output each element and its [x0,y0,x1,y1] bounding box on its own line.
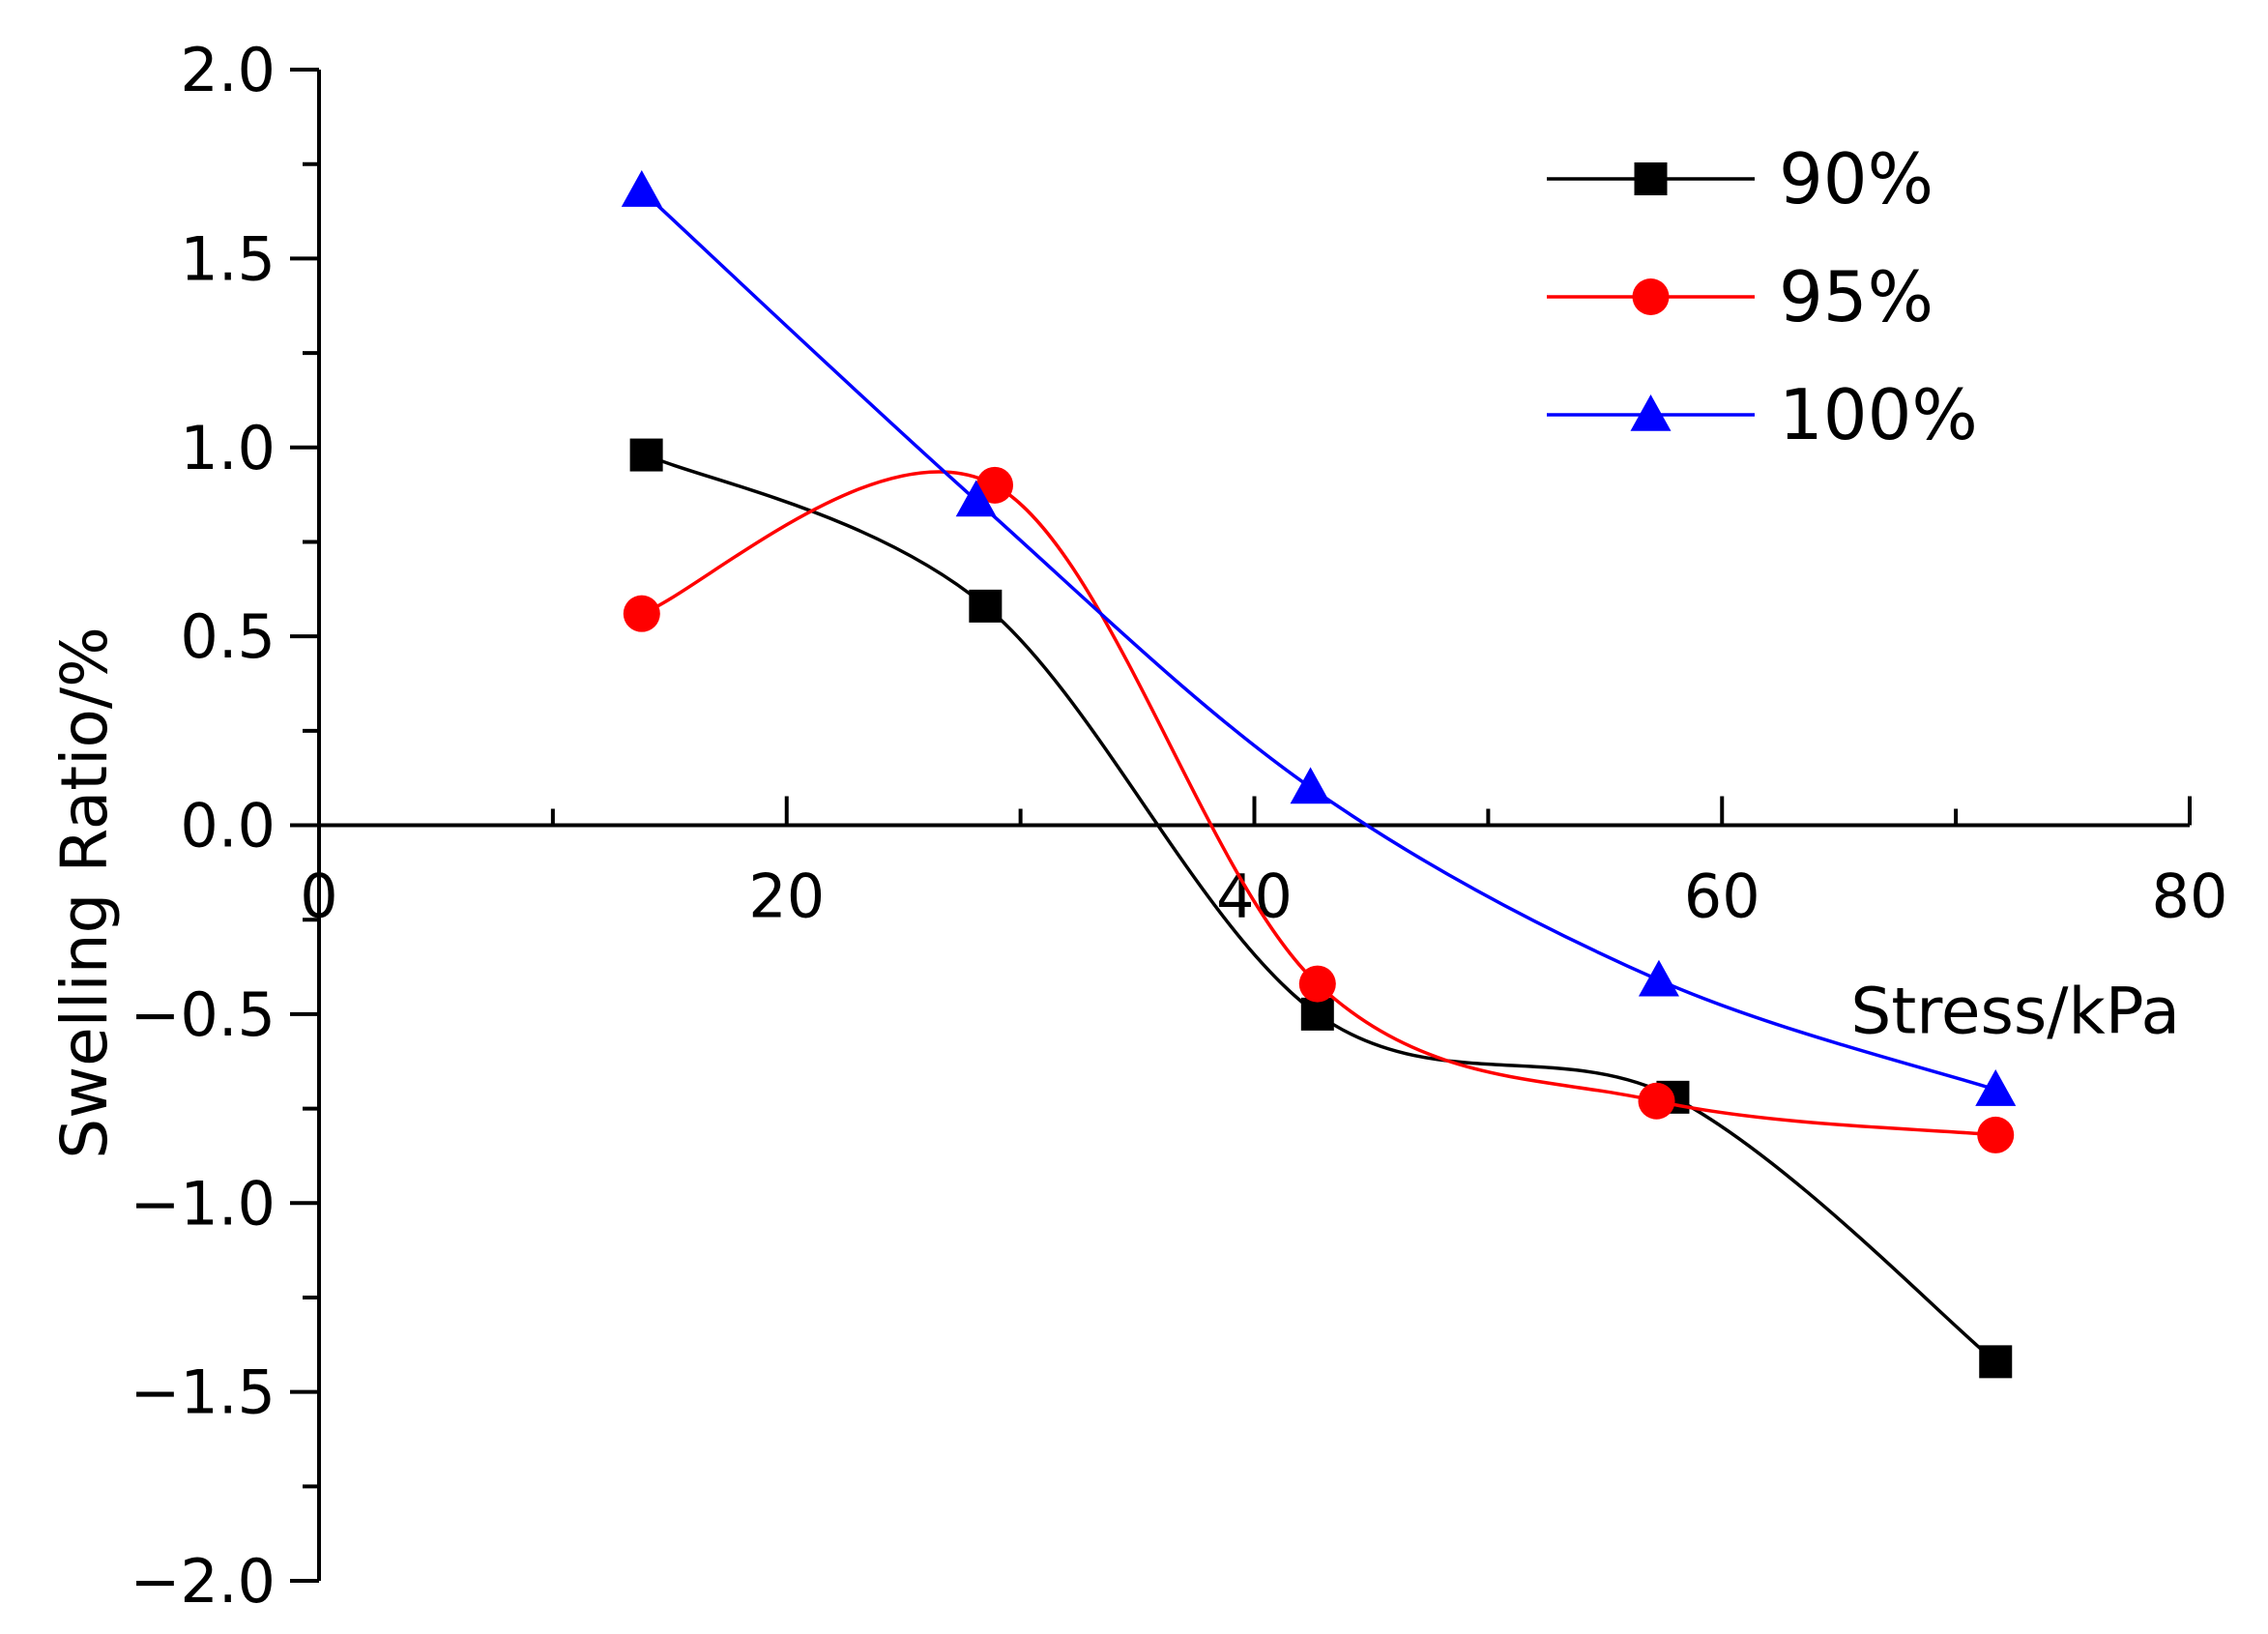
legend-marker [1630,394,1672,431]
series-100pct [621,170,2017,1106]
x-tick-label: 60 [1684,861,1760,932]
y-tick-label: −0.5 [130,979,276,1050]
series-line [645,452,1997,1363]
legend-entry: 90% [1547,138,1934,219]
y-tick-label: 1.0 [180,413,276,483]
y-tick-label: −1.5 [130,1357,276,1428]
legend-entry: 100% [1547,374,1978,455]
data-point [1977,1116,2015,1153]
data-point [1290,767,1331,804]
legend-marker [1632,278,1670,315]
x-tick-label: 20 [748,861,825,932]
y-tick-label: 0.5 [180,601,276,672]
series-line [641,470,1996,1137]
x-axis-title: Stress/kPa [1850,975,2180,1049]
data-point [1975,1069,2017,1106]
legend-label: 90% [1779,138,1934,219]
data-point [1979,1345,2013,1379]
legend-marker [1634,162,1668,195]
data-point [1298,965,1336,1003]
data-point [1638,959,1679,997]
data-point [629,438,663,472]
series-90pct [629,438,2013,1379]
legend: 90% 95% 100% [1547,138,1978,455]
y-tick-label: 1.5 [180,223,276,294]
data-point [969,589,1003,623]
data-point [1638,1082,1675,1120]
x-tick-label: 0 [300,861,337,932]
y-tick-label: 0.0 [180,791,276,861]
y-tick-label: 2.0 [180,35,276,105]
x-tick-label: 40 [1216,861,1293,932]
y-tick-label: −1.0 [130,1168,276,1239]
data-point [1300,997,1334,1031]
y-tick-label: −2.0 [130,1546,276,1617]
legend-label: 100% [1779,374,1978,455]
axes: 2.0 1.5 1.0 0.5 0.0 −0.5 −1.0 −1.5 −2.0 0 20 40 60 80… [47,35,2227,1617]
data-point [976,466,1014,504]
series-95pct [623,466,2015,1153]
data-point [621,170,662,207]
legend-label: 95% [1779,256,1934,337]
plot-series [621,170,2017,1379]
data-point [623,595,660,632]
data-point [955,480,997,517]
legend-entry: 95% [1547,256,1934,337]
y-axis-title: Swelling Ratio/% [47,627,122,1159]
x-tick-label: 80 [2152,861,2228,932]
